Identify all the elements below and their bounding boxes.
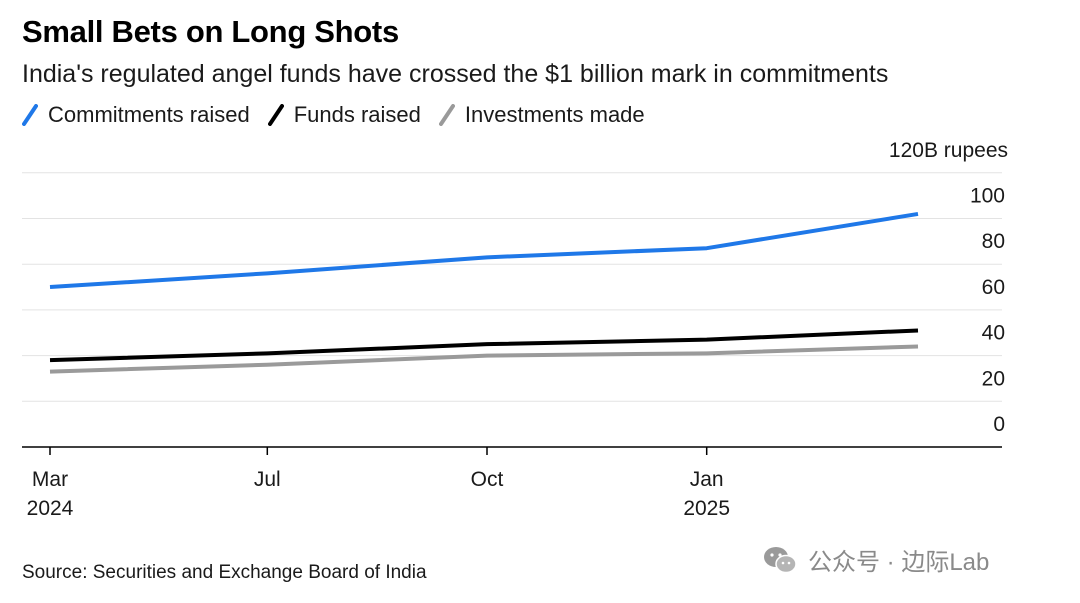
legend-item-commitments: Commitments raised (22, 102, 250, 128)
legend-item-investments: Investments made (438, 102, 645, 128)
y-tick-label: 40 (982, 322, 1005, 345)
x-tick-label: Jul (254, 468, 281, 491)
y-tick-label: 0 (993, 413, 1005, 436)
legend-swatch-funds (267, 104, 284, 126)
chart-title: Small Bets on Long Shots (22, 14, 399, 49)
legend-item-funds: Funds raised (267, 102, 421, 128)
watermark-text: 公众号 · 边际Lab (808, 549, 990, 576)
source-note: Source: Securities and Exchange Board of… (22, 562, 427, 583)
legend-label-funds: Funds raised (293, 102, 421, 127)
y-tick-label: 20 (982, 367, 1005, 390)
y-tick-label: 80 (982, 230, 1005, 253)
chart-legend: Commitments raised Funds raised Investme… (22, 102, 663, 128)
series-line-investments-made (49, 344, 919, 374)
series-line-funds-raised (49, 328, 919, 363)
y-unit-label: 120B rupees (889, 139, 1008, 162)
legend-swatch-commitments (22, 104, 38, 126)
chart-subtitle: India's regulated angel funds have cross… (22, 60, 889, 88)
legend-swatch-investments (438, 104, 455, 126)
x-tick-label: Jan (690, 468, 724, 491)
x-tick-year-label: 2025 (683, 497, 730, 520)
y-tick-label: 60 (982, 276, 1005, 299)
x-tick-year-label: 2024 (27, 497, 74, 520)
x-tick-label: Oct (471, 468, 504, 491)
wechat-icon (764, 546, 797, 573)
legend-label-investments: Investments made (464, 102, 645, 127)
legend-label-commitments: Commitments raised (48, 102, 250, 127)
x-tick-label: Mar (32, 468, 68, 491)
y-tick-label: 100 (970, 185, 1005, 208)
series-line-commitments-raised (49, 211, 919, 290)
watermark: 公众号 · 边际Lab (762, 542, 989, 577)
